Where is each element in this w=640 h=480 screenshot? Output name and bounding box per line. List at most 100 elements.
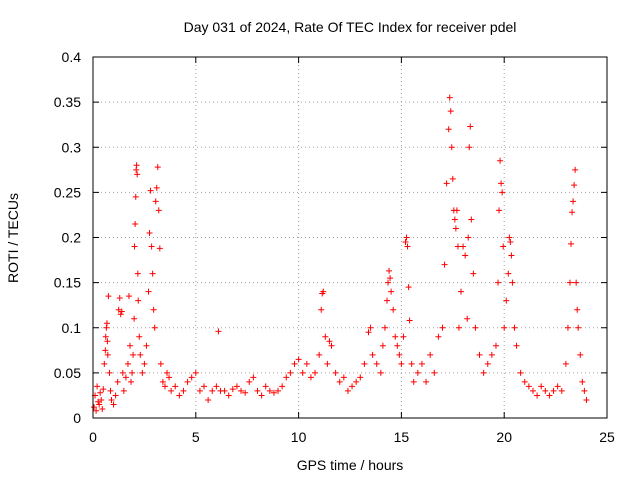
data-point	[258, 392, 265, 399]
data-point	[112, 392, 119, 399]
data-point	[427, 351, 434, 358]
data-point	[318, 306, 325, 313]
data-point	[388, 288, 395, 295]
data-point	[135, 297, 142, 304]
data-point	[458, 288, 465, 295]
data-point	[488, 351, 495, 358]
data-point	[568, 240, 575, 247]
y-tick-label: 0.05	[54, 365, 81, 381]
y-tick-label: 0.3	[62, 139, 82, 155]
data-point	[184, 378, 191, 385]
data-point	[246, 378, 253, 385]
data-point	[369, 351, 376, 358]
data-point	[130, 351, 137, 358]
data-point	[423, 378, 430, 385]
data-point	[484, 360, 491, 367]
y-tick-label: 0.1	[62, 320, 82, 336]
data-point	[326, 338, 333, 345]
data-point	[509, 279, 516, 286]
data-point	[103, 324, 110, 331]
data-point	[521, 378, 528, 385]
data-point	[196, 387, 203, 394]
data-point	[575, 324, 582, 331]
data-point	[386, 267, 393, 274]
data-point	[101, 360, 108, 367]
data-point	[104, 351, 111, 358]
data-point	[166, 374, 173, 381]
data-point	[324, 360, 331, 367]
data-point	[127, 342, 134, 349]
data-point	[448, 144, 455, 151]
data-point	[303, 360, 310, 367]
data-point	[262, 383, 269, 390]
data-point	[468, 216, 475, 223]
data-point	[254, 387, 261, 394]
data-point	[98, 396, 105, 403]
data-point	[93, 407, 100, 414]
data-point	[312, 369, 319, 376]
data-point	[570, 198, 577, 205]
data-point	[498, 180, 505, 187]
data-point	[119, 369, 126, 376]
data-point	[242, 389, 249, 396]
data-point	[361, 360, 368, 367]
data-point	[414, 369, 421, 376]
data-point	[495, 279, 502, 286]
data-point	[110, 401, 117, 408]
data-point	[279, 383, 286, 390]
data-point	[385, 279, 392, 286]
data-point	[188, 374, 195, 381]
data-point	[275, 387, 282, 394]
data-point	[550, 387, 557, 394]
data-point	[146, 229, 153, 236]
data-point	[176, 392, 183, 399]
data-point	[141, 360, 148, 367]
data-point	[480, 369, 487, 376]
data-point	[149, 270, 156, 277]
data-point	[573, 279, 580, 286]
data-point	[379, 342, 386, 349]
x-axis-ticks: 0 5 10 15 20 25	[89, 57, 615, 445]
data-point	[365, 329, 372, 336]
data-point	[445, 126, 452, 133]
data-point	[447, 108, 454, 115]
data-point	[571, 182, 578, 189]
data-point	[501, 324, 508, 331]
data-point	[107, 387, 114, 394]
y-tick-label: 0.15	[54, 275, 81, 291]
data-point	[558, 387, 565, 394]
x-tick-label: 15	[394, 429, 410, 445]
data-point	[505, 270, 512, 277]
data-point	[503, 297, 510, 304]
data-point	[307, 374, 314, 381]
data-point	[283, 374, 290, 381]
data-point	[453, 207, 460, 214]
data-point	[392, 333, 399, 340]
data-point	[497, 157, 504, 164]
data-point	[102, 347, 109, 354]
data-point	[398, 360, 405, 367]
data-point	[394, 342, 401, 349]
data-point	[403, 234, 410, 241]
data-point	[496, 207, 503, 214]
data-point	[538, 383, 545, 390]
data-point	[464, 315, 471, 322]
data-point	[108, 396, 115, 403]
data-point	[353, 378, 360, 385]
data-point	[460, 243, 467, 250]
data-point	[159, 378, 166, 385]
data-point	[132, 220, 139, 227]
data-point	[400, 333, 407, 340]
data-point	[340, 374, 347, 381]
data-point	[192, 369, 199, 376]
data-point	[435, 333, 442, 340]
data-point	[147, 187, 154, 194]
x-tick-label: 0	[89, 429, 97, 445]
data-point	[151, 324, 158, 331]
data-point	[574, 306, 581, 313]
data-point	[572, 166, 579, 173]
data-point	[577, 351, 584, 358]
data-point	[396, 351, 403, 358]
data-point	[367, 324, 374, 331]
data-point	[332, 369, 339, 376]
